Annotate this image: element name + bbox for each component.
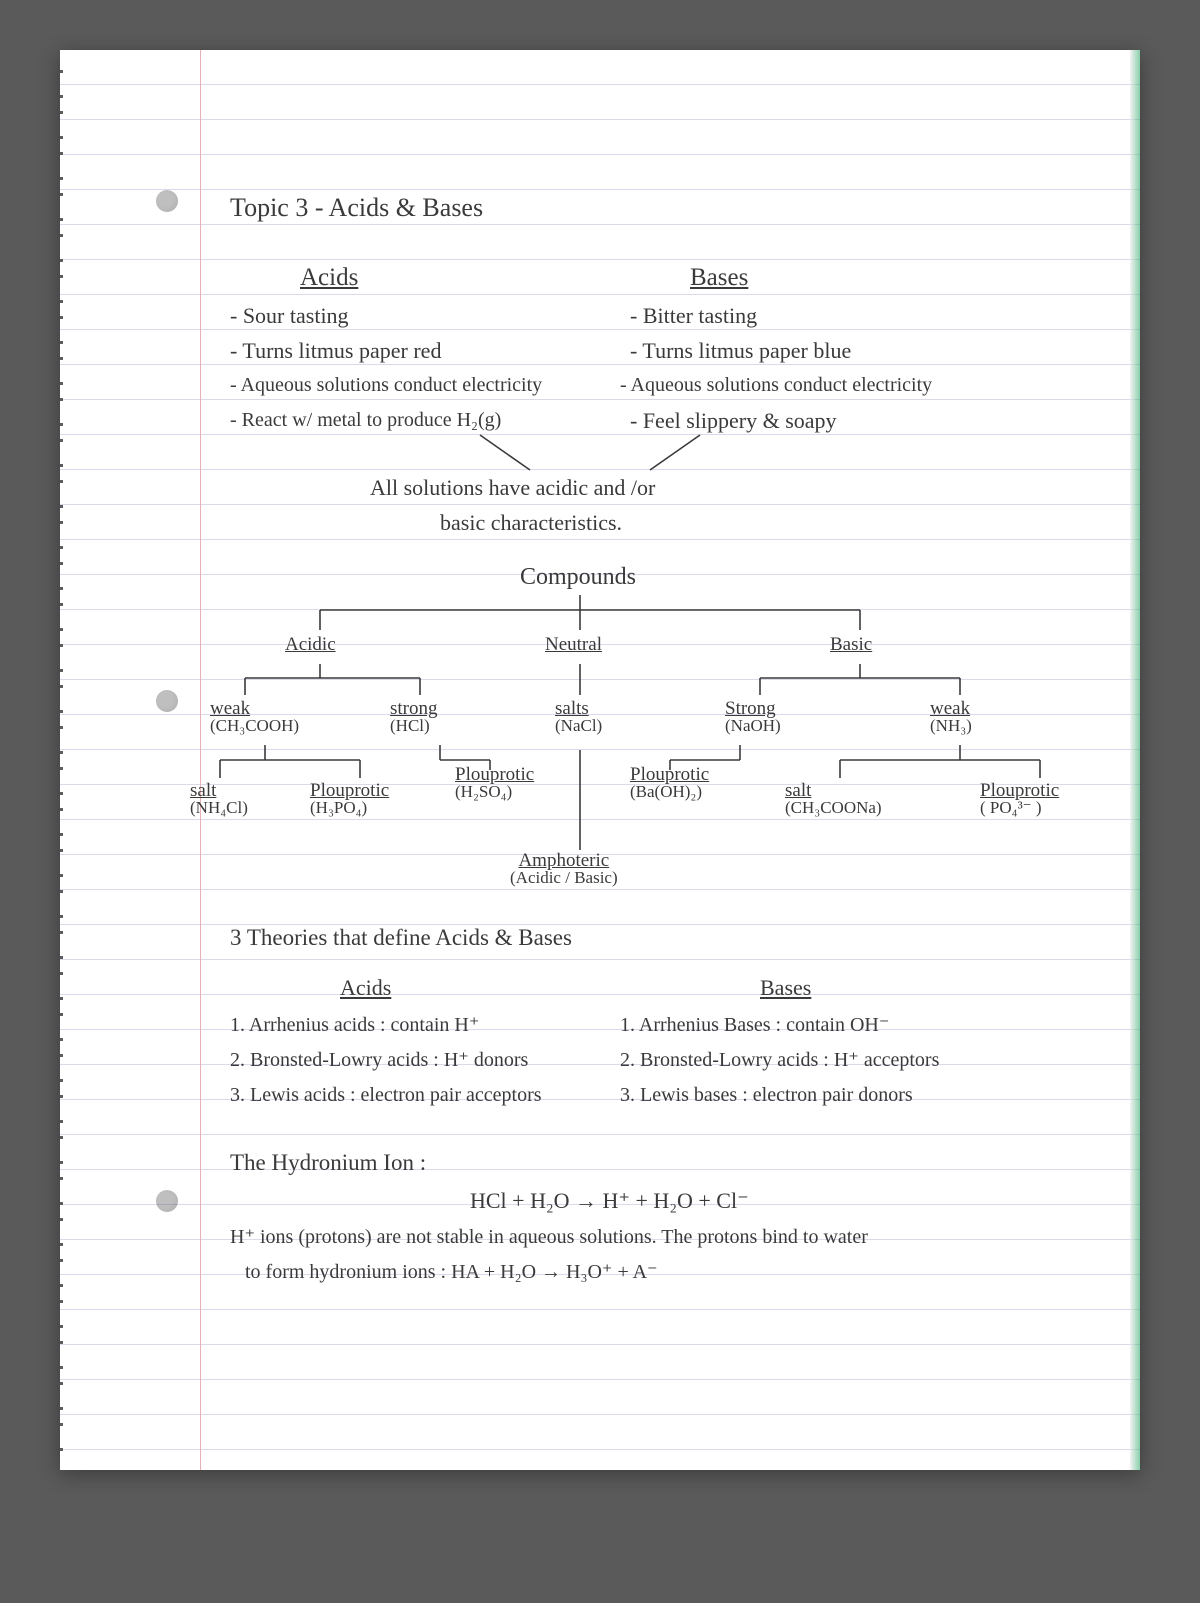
tree-branch-acidic: Acidic — [285, 634, 336, 656]
spiral-ring — [60, 152, 63, 180]
leaf-example: (HCl) — [390, 716, 438, 736]
leaf-example: (H₃PO₄) — [310, 798, 389, 818]
hydronium-text-l2: to form hydronium ions : HA + H₂O → H₃O⁺… — [245, 1255, 658, 1290]
theory-base-row: 2. Bronsted-Lowry acids : H⁺ acceptors — [620, 1043, 939, 1078]
leaf-example: (H₂SO₄) — [455, 782, 534, 802]
leaf-example: (NaCl) — [555, 716, 602, 736]
spiral-ring — [60, 398, 63, 426]
acids-prop: - React w/ metal to produce H₂(g) — [230, 403, 501, 438]
acids-prop: - Turns litmus paper red — [230, 333, 441, 368]
spiral-ring — [60, 685, 63, 713]
theory-base-row: 1. Arrhenius Bases : contain OH⁻ — [620, 1008, 889, 1043]
tree-leaf: Plouprotic (H₂SO₄) — [455, 764, 534, 802]
spiral-ring — [60, 808, 63, 836]
bases-prop: - Bitter tasting — [630, 298, 757, 333]
spiral-ring — [60, 1341, 63, 1369]
bases-prop: - Aqueous solutions conduct electricity — [620, 368, 932, 403]
theories-bases-header: Bases — [760, 970, 811, 1005]
spiral-ring — [60, 111, 63, 139]
spiral-ring — [60, 357, 63, 385]
leaf-example: (CH₃COONa) — [785, 798, 882, 818]
spiral-ring — [60, 275, 63, 303]
spiral-binding — [60, 50, 80, 1470]
tree-branch-basic: Basic — [830, 634, 872, 656]
tree-leaf: salt (CH₃COONa) — [785, 780, 882, 818]
tree-leaf: strong (HCl) — [390, 698, 438, 736]
tree-leaf-amphoteric: Amphoteric (Acidic / Basic) — [510, 850, 618, 888]
notebook-page: Topic 3 - Acids & Bases Acids Bases - So… — [60, 50, 1140, 1470]
theory-acid-row: 3. Lewis acids : electron pair acceptors — [230, 1078, 542, 1113]
leaf-example: ( PO₄³⁻ ) — [980, 798, 1059, 818]
spiral-ring — [60, 1054, 63, 1082]
tree-leaf: Plouprotic ( PO₄³⁻ ) — [980, 780, 1059, 818]
tree-leaf: weak (CH₃COOH) — [210, 698, 299, 736]
spiral-ring — [60, 1177, 63, 1205]
spiral-ring — [60, 931, 63, 959]
spiral-ring — [60, 480, 63, 508]
spiral-ring — [60, 972, 63, 1000]
spiral-ring — [60, 603, 63, 631]
acids-prop: - Aqueous solutions conduct electricity — [230, 368, 542, 403]
tree-branch-neutral: Neutral — [545, 634, 602, 656]
punch-hole — [156, 1190, 178, 1212]
spiral-ring — [60, 1300, 63, 1328]
acids-header: Acids — [300, 260, 358, 295]
spiral-ring — [60, 316, 63, 344]
theories-title: 3 Theories that define Acids & Bases — [230, 920, 572, 955]
spiral-ring — [60, 1423, 63, 1451]
hydronium-text-l1: H⁺ ions (protons) are not stable in aque… — [230, 1220, 1110, 1255]
label: Neutral — [545, 634, 602, 655]
hydronium-title: The Hydronium Ion : — [230, 1145, 426, 1180]
spiral-ring — [60, 849, 63, 877]
spiral-ring — [60, 1136, 63, 1164]
leaf-example: (NH₄Cl) — [190, 798, 248, 818]
margin-line — [200, 50, 201, 1470]
acids-prop: - Sour tasting — [230, 298, 349, 333]
theory-acid-row: 2. Bronsted-Lowry acids : H⁺ donors — [230, 1043, 528, 1078]
spiral-ring — [60, 439, 63, 467]
spiral-ring — [60, 521, 63, 549]
spiral-ring — [60, 644, 63, 672]
punch-hole — [156, 190, 178, 212]
leaf-example: (CH₃COOH) — [210, 716, 299, 736]
label: Basic — [830, 634, 872, 655]
theories-acids-header: Acids — [340, 970, 391, 1005]
spiral-ring — [60, 890, 63, 918]
tree-leaf: Strong (NaOH) — [725, 698, 781, 736]
tree-leaf: Plouprotic (Ba(OH)₂) — [630, 764, 709, 802]
tree-leaf: salts (NaCl) — [555, 698, 602, 736]
leaf-example: (NaOH) — [725, 716, 781, 736]
spiral-ring — [60, 767, 63, 795]
tree-leaf: salt (NH₄Cl) — [190, 780, 248, 818]
punch-hole — [156, 690, 178, 712]
right-edge-shadow — [1130, 50, 1140, 1470]
theory-acid-row: 1. Arrhenius acids : contain H⁺ — [230, 1008, 479, 1043]
spiral-ring — [60, 234, 63, 262]
all-solutions-line1: All solutions have acidic and /or — [370, 470, 655, 505]
label: Acidic — [285, 634, 336, 655]
spiral-ring — [60, 1095, 63, 1123]
spiral-ring — [60, 70, 63, 98]
spiral-ring — [60, 1382, 63, 1410]
theory-base-row: 3. Lewis bases : electron pair donors — [620, 1078, 913, 1113]
spiral-ring — [60, 1218, 63, 1246]
spiral-ring — [60, 1013, 63, 1041]
spiral-ring — [60, 562, 63, 590]
bases-prop: - Turns litmus paper blue — [630, 333, 851, 368]
tree-leaf: weak (NH₃) — [930, 698, 972, 736]
spiral-ring — [60, 193, 63, 221]
page-title: Topic 3 - Acids & Bases — [230, 190, 483, 225]
bases-header: Bases — [690, 260, 748, 295]
leaf-example: (Acidic / Basic) — [510, 868, 618, 888]
bases-prop: - Feel slippery & soapy — [630, 403, 837, 438]
spiral-ring — [60, 726, 63, 754]
all-solutions-line2: basic characteristics. — [440, 505, 622, 540]
leaf-example: (NH₃) — [930, 716, 972, 736]
leaf-example: (Ba(OH)₂) — [630, 782, 709, 802]
spiral-ring — [60, 1259, 63, 1287]
tree-leaf: Plouprotic (H₃PO₄) — [310, 780, 389, 818]
hydronium-equation: HCl + H₂O → H⁺ + H₂O + Cl⁻ — [470, 1183, 749, 1218]
tree-root: Compounds — [520, 560, 636, 595]
